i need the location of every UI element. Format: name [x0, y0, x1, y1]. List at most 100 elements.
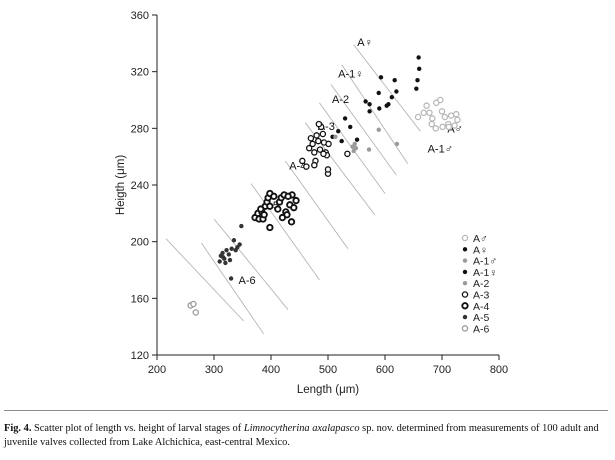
- data-point: [414, 113, 422, 121]
- data-point: [305, 144, 313, 152]
- data-point: [309, 140, 316, 148]
- legend-label: A-2: [473, 278, 490, 290]
- data-point: [320, 150, 327, 158]
- legend-marker: [462, 258, 468, 263]
- data-point: [190, 300, 197, 308]
- stage-separator-line: [341, 64, 409, 164]
- data-point: [239, 223, 244, 229]
- data-point: [226, 252, 232, 257]
- y-tick-label: 120: [131, 350, 149, 362]
- data-point: [227, 257, 233, 263]
- series-group: [330, 116, 360, 144]
- stage-band-label: A-1♀: [338, 68, 363, 80]
- data-point: [342, 116, 348, 121]
- y-tick-label: 280: [131, 123, 149, 135]
- y-tick-label: 360: [131, 10, 149, 22]
- figure-caption: Fig. 4. Scatter plot of length vs. heigh…: [4, 422, 610, 450]
- data-point: [366, 147, 372, 152]
- x-tick-label: 800: [490, 364, 508, 376]
- data-point: [319, 130, 327, 138]
- data-point: [313, 132, 320, 139]
- y-tick-label: 240: [131, 180, 149, 192]
- data-point: [426, 109, 433, 117]
- stage-band-label: A-6: [238, 275, 255, 287]
- legend-label: A-1♀: [473, 267, 497, 279]
- data-point: [315, 120, 323, 128]
- y-tick-label: 200: [131, 237, 149, 249]
- stage-separator-line: [250, 183, 320, 281]
- data-point: [367, 102, 372, 107]
- legend-item: A-6: [461, 323, 490, 335]
- data-point: [307, 134, 315, 142]
- data-point: [260, 211, 268, 219]
- legend-label: A-6: [473, 323, 490, 335]
- data-point: [278, 213, 287, 222]
- data-point: [452, 110, 460, 118]
- data-point: [284, 192, 292, 200]
- stage-band-label: A♀: [357, 37, 373, 49]
- data-point: [439, 123, 446, 131]
- stage-band-label: A-2: [332, 94, 349, 106]
- data-point: [325, 140, 332, 148]
- legend-label: A♂: [473, 233, 488, 245]
- legend-marker: [461, 291, 469, 298]
- data-point: [392, 77, 397, 83]
- data-point: [428, 120, 435, 128]
- legend-item: A-1♀: [462, 267, 497, 279]
- legend-marker: [462, 314, 468, 320]
- legend-item: A-2: [462, 278, 490, 290]
- y-tick-label: 160: [131, 293, 149, 305]
- data-point: [447, 112, 455, 119]
- data-point: [223, 260, 228, 266]
- legend-label: A-3: [473, 290, 490, 302]
- data-point: [352, 141, 357, 147]
- stage-separator-line: [284, 160, 349, 250]
- caption-label: Fig. 4.: [4, 423, 32, 434]
- data-point: [228, 276, 234, 281]
- scatter-chart: 120 160 200 240 280 320 360 200 300 400 500 600 700 8…: [115, 10, 508, 396]
- legend-marker: [462, 247, 468, 252]
- data-point: [290, 204, 298, 212]
- data-point: [367, 109, 372, 114]
- data-point: [423, 102, 430, 109]
- data-point: [420, 109, 428, 117]
- data-point: [257, 205, 265, 213]
- data-point: [224, 247, 229, 253]
- data-point: [389, 94, 395, 100]
- data-point: [324, 166, 332, 173]
- legend-marker: [461, 234, 469, 242]
- data-point: [415, 77, 420, 83]
- data-point: [354, 137, 360, 142]
- series-group: [299, 120, 351, 177]
- stage-separator-line: [165, 238, 244, 322]
- series-group: [363, 55, 422, 114]
- series-group: [350, 127, 400, 154]
- data-point: [451, 122, 458, 129]
- data-point: [266, 202, 274, 210]
- caption-species: Limnocytherina axalapasco: [243, 423, 360, 434]
- legend-marker: [462, 269, 468, 275]
- data-point: [394, 141, 400, 147]
- legend-marker: [461, 325, 469, 332]
- data-point: [274, 205, 282, 213]
- legend-label: A-1♂: [473, 256, 497, 268]
- stage-separator-line: [330, 84, 397, 176]
- legend-item: A♀: [462, 244, 488, 256]
- data-point: [441, 113, 449, 121]
- data-point: [348, 124, 353, 130]
- series-group: [217, 223, 244, 281]
- data-point: [316, 146, 324, 153]
- legend-item: A-5: [462, 312, 490, 324]
- legend-item: A-4: [461, 301, 490, 313]
- legend-item: A♂: [461, 233, 488, 245]
- data-point: [237, 242, 242, 247]
- series-group: [333, 134, 338, 140]
- stage-band-label: A-1♂: [428, 143, 453, 155]
- data-point: [220, 250, 225, 256]
- data-point: [384, 103, 389, 108]
- data-point: [217, 259, 222, 264]
- data-point: [229, 246, 234, 251]
- caption-text-before: Scatter plot of length vs. height of lar…: [31, 423, 244, 434]
- caption-divider: [4, 410, 608, 411]
